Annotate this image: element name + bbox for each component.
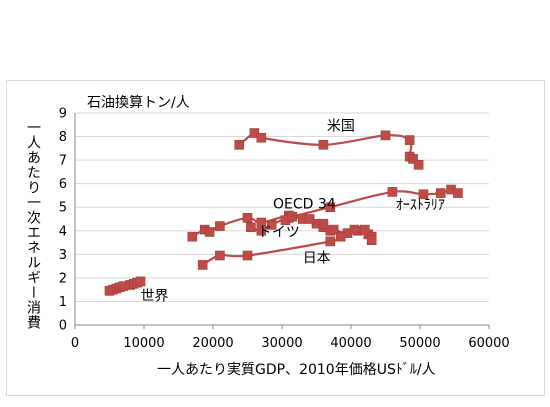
series-label: ｵｰｽﾄﾗﾘｱ: [396, 198, 445, 214]
axes: 0 1 2 3 4 5 6 7 8 9 0 10000 20000 30000 40000 50000 6000…: [59, 107, 510, 352]
data-point-marker: [413, 160, 424, 170]
y-tick-label: 9: [59, 107, 67, 122]
x-axis-title: 一人あたり実質GDP、2010年価格USﾄﾞﾙ/人: [157, 362, 436, 378]
x-tick-label: 20000: [192, 336, 233, 351]
y-tick-label: 6: [59, 177, 67, 192]
series-4: [280, 184, 463, 225]
y-tick-label: 2: [59, 271, 67, 286]
data-point-marker: [325, 236, 336, 247]
data-point-marker: [435, 188, 446, 198]
data-point-marker: [366, 235, 377, 245]
y-tick-label: 4: [59, 224, 67, 239]
data-point-marker: [328, 224, 339, 235]
y-tick-label: 5: [59, 201, 67, 216]
series-label: 米国: [327, 119, 355, 135]
y-unit-label: 石油換算トン/人: [87, 95, 190, 111]
x-tick-label: 60000: [468, 336, 509, 351]
data-point-marker: [266, 220, 277, 230]
data-point-marker: [318, 140, 329, 150]
data-point-marker: [387, 187, 398, 197]
data-point-marker: [187, 231, 198, 242]
data-point-marker: [408, 154, 418, 164]
series-0: [234, 128, 424, 170]
y-tick-label: 0: [59, 319, 67, 334]
data-point-marker: [335, 231, 346, 242]
data-point-marker: [256, 132, 267, 143]
series-5: [104, 276, 146, 296]
series-label: ドイツ: [258, 225, 300, 241]
data-point-marker: [359, 224, 370, 235]
y-tick-label: 1: [59, 295, 67, 310]
series-3: [197, 224, 377, 270]
series-label: 世界: [141, 288, 169, 304]
y-tick-label: 3: [59, 248, 67, 263]
data-point-marker: [234, 140, 245, 150]
x-tick-label: 40000: [330, 336, 371, 351]
data-point-marker: [204, 227, 215, 237]
data-point-marker: [215, 250, 225, 261]
data-point-marker: [197, 260, 208, 270]
x-tick-label: 30000: [261, 336, 302, 351]
data-point-marker: [246, 222, 256, 233]
data-point-marker: [256, 225, 267, 236]
data-point-marker: [287, 211, 298, 222]
x-tick-label: 10000: [123, 336, 164, 351]
data-point-marker: [404, 135, 415, 145]
x-tick-label: 0: [71, 336, 79, 351]
series-label: 日本: [303, 251, 331, 267]
data-point-marker: [418, 189, 429, 200]
chart-area-border: [6, 80, 545, 396]
series-group: [104, 128, 463, 296]
x-tick-label: 50000: [399, 336, 440, 351]
y-tick-label: 7: [59, 154, 67, 169]
data-point-marker: [304, 214, 315, 224]
data-point-marker: [349, 224, 360, 235]
data-point-marker: [453, 188, 463, 198]
data-point-marker: [242, 213, 253, 223]
data-point-marker: [242, 250, 253, 261]
y-axis-title: 一人あたり一次エネルギー消費: [25, 120, 41, 330]
data-point-marker: [380, 130, 391, 141]
data-point-marker: [325, 202, 336, 213]
series-label: OECD 34: [273, 196, 336, 212]
data-point-marker: [135, 276, 146, 287]
y-tick-label: 8: [59, 130, 67, 145]
data-point-marker: [318, 218, 329, 229]
data-point-marker: [215, 221, 225, 231]
